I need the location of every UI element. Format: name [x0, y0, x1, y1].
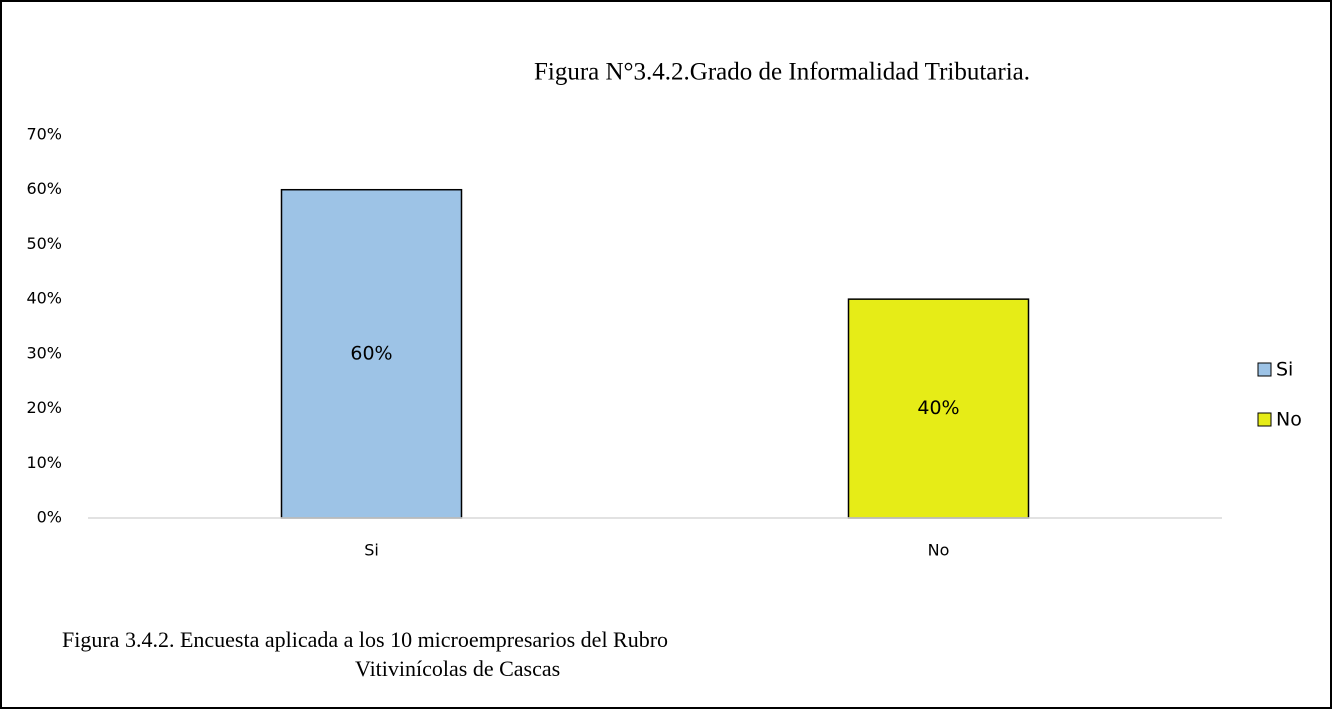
x-tick-label: No	[928, 541, 950, 560]
y-tick-label: 50%	[26, 234, 62, 253]
y-tick-label: 10%	[26, 453, 62, 472]
y-tick-label: 70%	[26, 125, 62, 144]
legend-label: Si	[1276, 359, 1293, 381]
data-label: 40%	[917, 397, 959, 419]
data-label: 60%	[350, 342, 392, 364]
legend-swatch	[1257, 412, 1272, 427]
x-tick-label: Si	[364, 541, 379, 560]
y-tick-label: 20%	[26, 398, 62, 417]
bar	[280, 188, 463, 519]
bar	[847, 298, 1030, 519]
y-tick-label: 0%	[37, 508, 62, 527]
legend-label: No	[1276, 409, 1302, 431]
y-tick-label: 40%	[26, 289, 62, 308]
caption-line: Vitivinícolas de Cascas	[355, 656, 560, 681]
caption-line: Figura 3.4.2. Encuesta aplicada a los 10…	[62, 627, 668, 652]
legend-swatch	[1257, 362, 1272, 377]
chart-title: Figura N°3.4.2.Grado de Informalidad Tri…	[534, 59, 1030, 86]
y-tick-label: 30%	[26, 343, 62, 362]
y-tick-label: 60%	[26, 179, 62, 198]
